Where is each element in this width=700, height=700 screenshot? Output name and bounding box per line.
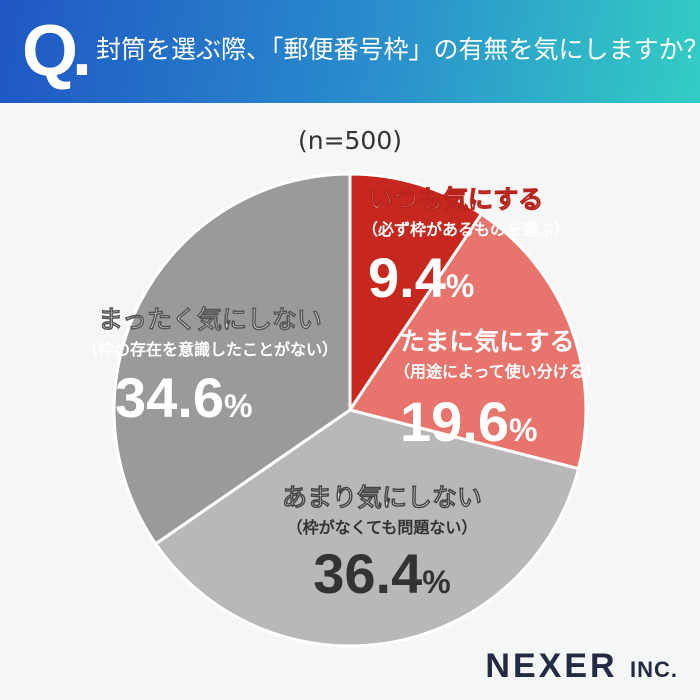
label-slice-2: あまり気にしない （枠がなくても問題ない） 36.4% [282,483,483,605]
value-slice-3: 34.6 [115,366,224,429]
pie-slice-1 [347,211,588,471]
label-slice-3: まったく気にしない （枠の存在を意識したことがない） 34.6% [81,305,338,429]
pie-slice-3 [112,172,352,546]
question-title: 封筒を選ぶ際、「郵便番号枠」の有無を気にしますか？ [96,35,700,64]
nexer-logo: NEXER INC. [485,647,678,685]
pie-slice-2 [153,408,581,648]
value-slice-1: 19.6 [400,390,509,453]
pie-slice-0 [348,172,484,415]
value-slice-2: 36.4 [313,542,423,605]
value-slice-0: 9.4 [368,246,446,309]
header-banner: Q. 封筒を選ぶ際、「郵便番号枠」の有無を気にしますか？ [0,0,700,103]
label-slice-1: たまに気にする （用途によって使い分ける） 19.6% [394,327,601,453]
label-slice-0: いつも気にする （必ず枠があるものを選ぶ） 9.4% [362,185,571,309]
sample-size: (n=500) [297,126,403,155]
q-mark: Q. [22,11,92,91]
